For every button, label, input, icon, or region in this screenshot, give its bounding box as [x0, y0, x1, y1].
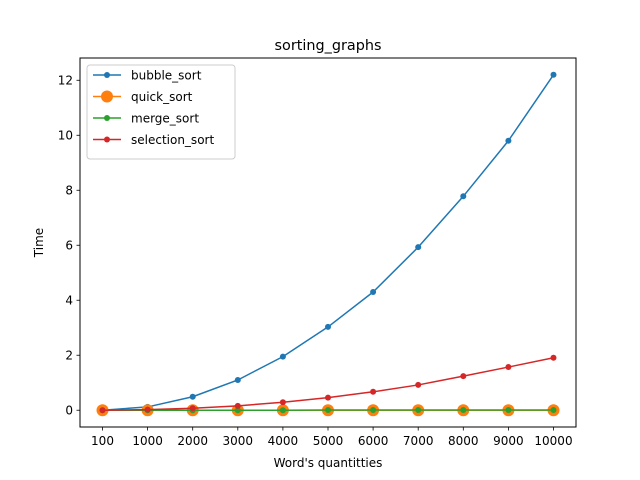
- data-point-merge_sort: [325, 406, 331, 413]
- x-tick-label: 6000: [358, 434, 389, 448]
- data-point-merge_sort: [415, 406, 422, 413]
- data-point-selection_sort: [370, 388, 377, 395]
- legend-label-bubble_sort: bubble_sort: [131, 68, 202, 82]
- x-tick-label: 3000: [223, 434, 254, 448]
- legend-swatch-marker: [104, 115, 110, 121]
- data-point-bubble_sort: [505, 137, 512, 144]
- x-tick-label: 8000: [448, 434, 479, 448]
- data-point-merge_sort: [505, 406, 512, 413]
- data-point-bubble_sort: [279, 353, 286, 360]
- data-point-bubble_sort: [325, 323, 331, 330]
- chart-title: sorting_graphs: [275, 38, 382, 54]
- x-tick-label: 4000: [268, 434, 299, 448]
- x-tick-label: 10000: [534, 434, 572, 448]
- data-point-selection_sort: [325, 394, 331, 401]
- data-point-merge_sort: [370, 406, 377, 413]
- data-point-merge_sort: [234, 407, 241, 414]
- data-point-selection_sort: [189, 405, 196, 412]
- data-point-merge_sort: [279, 407, 286, 414]
- data-point-selection_sort: [505, 364, 512, 371]
- legend-swatch-marker: [101, 90, 113, 103]
- plot-area: 100 1000 2000 3000 4000 5000 6000 7000 8000 9000 1…: [58, 71, 573, 448]
- data-point-bubble_sort: [550, 71, 557, 78]
- legend: bubble_sort quick_sort merge_sort selection…: [86, 64, 236, 160]
- legend-swatch-marker: [104, 136, 110, 143]
- y-tick-label: 8: [65, 184, 73, 198]
- data-point-selection_sort: [460, 373, 467, 380]
- y-tick-label: 4: [65, 294, 73, 308]
- y-tick-label: 0: [65, 404, 73, 418]
- data-point-bubble_sort: [370, 288, 377, 295]
- x-tick-label: 100: [91, 434, 114, 448]
- legend-label-merge_sort: merge_sort: [131, 111, 199, 125]
- legend-swatch-marker: [104, 72, 110, 78]
- data-point-selection_sort: [279, 399, 286, 406]
- x-axis-label: Word's quantitties: [274, 456, 383, 470]
- legend-box: [86, 64, 236, 160]
- y-tick-label: 12: [58, 74, 73, 88]
- data-point-merge_sort: [460, 406, 467, 413]
- y-tick-label: 10: [58, 129, 73, 143]
- x-tick-label: 2000: [177, 434, 208, 448]
- y-tick-label: 2: [65, 349, 73, 363]
- data-point-merge_sort: [550, 406, 557, 413]
- data-point-selection_sort: [415, 381, 422, 388]
- x-tick-label: 5000: [313, 434, 344, 448]
- data-point-bubble_sort: [234, 376, 241, 383]
- x-tick-label: 1000: [132, 434, 163, 448]
- x-tick-label: 7000: [403, 434, 434, 448]
- data-point-bubble_sort: [415, 244, 422, 251]
- x-tick-label: 9000: [493, 434, 524, 448]
- legend-label-selection_sort: selection_sort: [131, 133, 214, 147]
- legend-label-quick_sort: quick_sort: [131, 90, 193, 104]
- y-axis-label: Time: [32, 228, 46, 258]
- data-point-bubble_sort: [189, 393, 196, 400]
- axes-frame: [79, 57, 577, 428]
- data-point-selection_sort: [99, 407, 106, 414]
- data-point-selection_sort: [550, 354, 557, 361]
- data-point-bubble_sort: [460, 193, 467, 200]
- data-point-selection_sort: [144, 406, 151, 413]
- y-tick-label: 6: [65, 239, 73, 253]
- data-point-selection_sort: [234, 402, 241, 409]
